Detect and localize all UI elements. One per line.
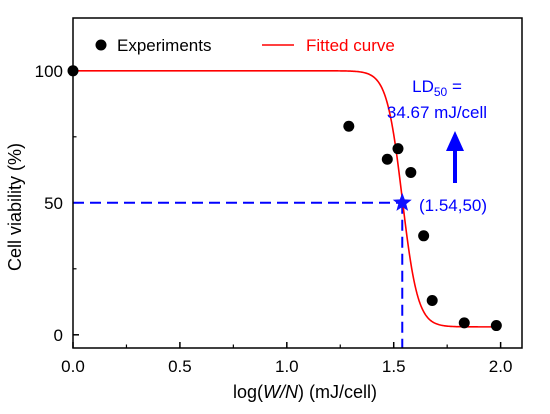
ld50-star-marker xyxy=(392,192,412,211)
x-tick-label: 1.5 xyxy=(382,357,406,376)
y-tick-label: 100 xyxy=(35,62,63,81)
legend-label-experiments: Experiments xyxy=(117,36,211,55)
plot-frame xyxy=(72,17,523,349)
y-axis-title: Cell viability (%) xyxy=(5,143,25,271)
x-tick-label: 0.0 xyxy=(61,357,85,376)
curve-layer xyxy=(73,70,497,328)
legend-marker-experiments xyxy=(95,39,107,51)
points-layer xyxy=(67,65,502,332)
fitted-curve-line xyxy=(73,70,497,328)
legend: Experiments Fitted curve xyxy=(95,36,395,55)
y-tick-label: 0 xyxy=(54,326,63,345)
ld50-label: LD50 = xyxy=(412,77,462,99)
experiment-point xyxy=(392,143,404,155)
experiment-point xyxy=(405,166,417,178)
experiment-point xyxy=(490,320,502,332)
ld50-annotation: LD50 = 34.67 mJ/cell (1.54,50) xyxy=(387,77,487,215)
experiment-point xyxy=(381,153,393,165)
ld50-arrow-head xyxy=(446,131,464,151)
y-tick-label: 50 xyxy=(44,194,63,213)
experiment-point xyxy=(426,294,438,306)
x-axis-title: log(W/N) (mJ/cell) xyxy=(233,382,377,402)
ld50-point-label: (1.54,50) xyxy=(419,196,487,215)
x-tick-label: 0.5 xyxy=(168,357,192,376)
x-tick-label: 1.0 xyxy=(275,357,299,376)
x-tick-label: 2.0 xyxy=(489,357,513,376)
experiment-point xyxy=(343,120,355,132)
experiment-point xyxy=(418,230,430,242)
legend-label-fitted-curve: Fitted curve xyxy=(306,36,395,55)
guides-layer xyxy=(73,201,404,348)
ld50-value: 34.67 mJ/cell xyxy=(387,103,487,122)
experiment-point xyxy=(458,317,470,329)
